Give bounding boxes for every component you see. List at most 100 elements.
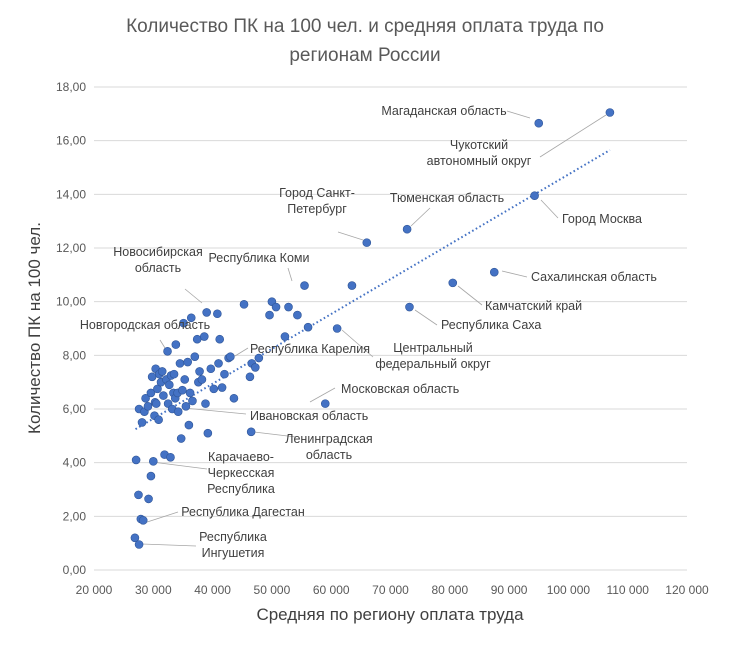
data-label: Республика Коми [208, 251, 309, 265]
data-point [143, 402, 153, 411]
data-point [154, 415, 163, 425]
label-leader-line [287, 267, 293, 282]
data-point [171, 340, 181, 349]
data-point [163, 347, 172, 356]
label-leader-line [410, 207, 431, 227]
y-tick-label: 8,00 [63, 348, 87, 362]
label-leader-line [141, 543, 197, 547]
data-point [134, 540, 144, 549]
label-leader-line [184, 288, 203, 304]
label-leader-line [159, 339, 166, 349]
data-label-line: Республика Дагестан [181, 505, 305, 519]
data-point [141, 393, 150, 403]
data-point [202, 308, 211, 317]
x-axis-title: Средняя по региону оплата труда [256, 605, 524, 624]
data-label-line: федеральный округ [375, 357, 491, 371]
data-label: Новосибирская область [113, 245, 202, 275]
data-label: Сахалинская область [531, 270, 657, 284]
data-point [157, 367, 167, 376]
y-tick-label: 16,00 [56, 134, 86, 148]
label-leader-line [337, 231, 364, 241]
data-point [320, 399, 330, 408]
data-point [254, 353, 264, 363]
data-label-line: автономный округ [427, 154, 532, 168]
data-point [144, 494, 153, 504]
data-point [185, 388, 195, 398]
chart-title-line-2: регионам России [289, 45, 440, 66]
data-point [534, 118, 544, 128]
data-label: Ивановская область [250, 409, 368, 423]
data-point [131, 455, 141, 465]
x-tick-label: 40 000 [194, 583, 231, 597]
data-point [134, 490, 143, 500]
data-label: Ленинградская область [285, 432, 372, 462]
y-axis-title: Количество ПК на 100 чел. [25, 222, 44, 434]
label-leader-line [234, 347, 249, 357]
data-point [146, 471, 156, 481]
label-leader-line [506, 110, 531, 119]
data-label-line: Магаданская область [381, 104, 506, 118]
x-tick-labels: 20 000 30 000 40 000 50 000 60 000 70 000 80 0… [76, 583, 709, 597]
data-label-line: Ингушетия [202, 546, 265, 560]
data-point [213, 309, 222, 319]
data-point [206, 364, 216, 374]
data-label-line: Чукотский [450, 138, 508, 152]
y-tick-label: 0,00 [63, 563, 87, 577]
y-tick-label: 10,00 [56, 295, 86, 309]
data-label-line: Тюменская область [390, 191, 504, 205]
data-point [530, 191, 539, 200]
data-label: Город Москва [562, 212, 642, 226]
data-point [166, 452, 175, 462]
data-point [181, 402, 191, 411]
data-point [146, 388, 156, 398]
data-point [245, 372, 255, 382]
chart-title-line-1: Количество ПК на 100 чел. и средняя опла… [126, 16, 604, 37]
data-point [332, 324, 342, 333]
data-point [362, 238, 372, 247]
data-point [214, 359, 223, 368]
data-label-line: Новосибирская [113, 245, 202, 259]
data-label: Тюменская область [390, 191, 504, 205]
data-point [246, 427, 256, 437]
data-label-line: Республика Карелия [250, 342, 370, 356]
data-label: Магаданская область [381, 104, 506, 118]
label-leader-line [540, 199, 559, 219]
data-label: Республика Саха [441, 318, 541, 332]
data-point [178, 385, 187, 395]
label-leader-line [253, 431, 297, 438]
y-tick-labels: 0,00 2,00 4,00 6,00 8,00 10,00 12,00 14,00 16,00… [56, 80, 86, 577]
data-point [190, 352, 200, 361]
x-tick-label: 30 000 [135, 583, 172, 597]
data-label-line: Город Санкт- [279, 186, 355, 200]
x-tick-label: 100 000 [547, 583, 591, 597]
data-point [188, 396, 197, 406]
data-label-line: Республика [207, 482, 275, 496]
data-point [147, 372, 157, 382]
data-label-line: Город Москва [562, 212, 642, 226]
data-point [209, 384, 219, 394]
x-tick-label: 70 000 [372, 583, 409, 597]
data-point [179, 318, 188, 328]
data-label: Карачаево- Черкесская Республика [207, 450, 275, 496]
data-point [159, 391, 168, 400]
y-tick-label: 14,00 [56, 187, 86, 201]
data-point [215, 334, 225, 344]
label-leader-line [414, 309, 438, 326]
data-point [184, 420, 194, 430]
data-point [183, 357, 192, 367]
data-point [226, 352, 235, 361]
x-tick-label: 50 000 [254, 583, 291, 597]
point-labels: Магаданская область Чукотский автономный о… [80, 104, 657, 560]
data-label-line: Камчатский край [485, 299, 582, 313]
y-tick-label: 18,00 [56, 80, 86, 94]
data-point [220, 369, 229, 379]
data-label: Новгородская область [80, 318, 210, 332]
data-label: Центральный федеральный округ [375, 341, 491, 371]
data-point [138, 516, 148, 525]
data-point [175, 359, 185, 368]
data-point [489, 267, 499, 277]
x-tick-label: 60 000 [313, 583, 350, 597]
data-points [130, 108, 615, 549]
label-leader-line [151, 461, 208, 470]
label-leader-line [183, 407, 247, 415]
